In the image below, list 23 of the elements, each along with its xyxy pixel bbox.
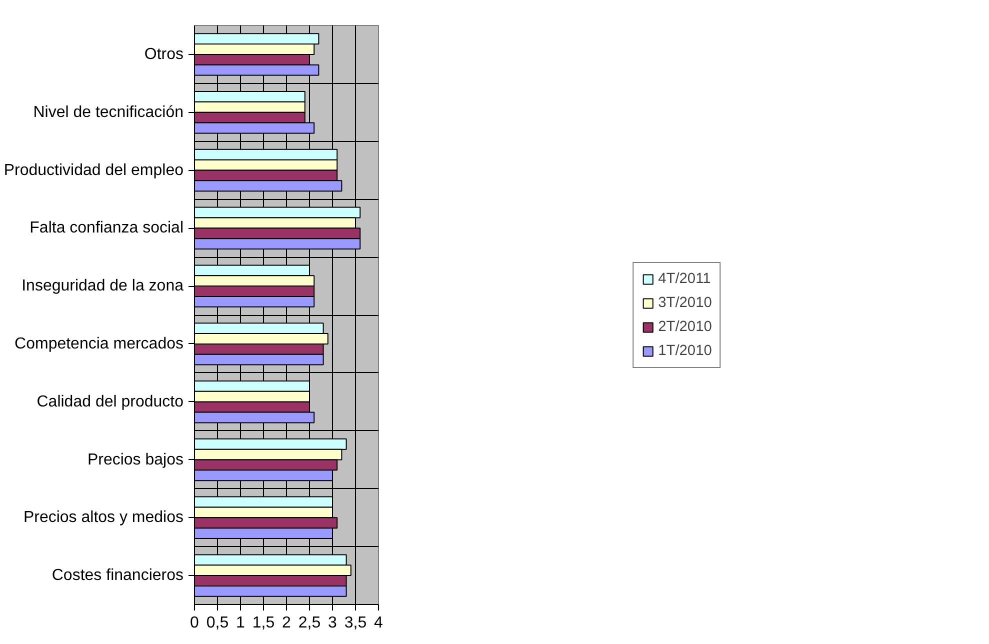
- y-tick-label: Calidad del producto: [36, 393, 184, 410]
- legend-label: 3T/2010: [658, 294, 712, 310]
- x-tick-label: 4: [374, 614, 384, 632]
- y-tick-label: Otros: [144, 46, 184, 63]
- legend-label: 4T/2011: [658, 270, 711, 286]
- x-tick-label: 0: [190, 614, 200, 632]
- y-tick-label: Precios bajos: [87, 451, 184, 468]
- x-tick-label: 0,5: [206, 614, 229, 632]
- x-tick-label: 1: [236, 614, 246, 632]
- x-tick-label: 1,5: [252, 614, 275, 632]
- y-tick-label: Costes financieros: [52, 567, 184, 584]
- x-tick-label: 2,5: [298, 614, 321, 632]
- y-tick-label: Precios altos y medios: [23, 509, 184, 526]
- x-tick-label: 2: [282, 614, 292, 632]
- legend-label: 2T/2010: [658, 318, 712, 334]
- y-tick-label: Inseguridad de la zona: [22, 278, 184, 295]
- y-tick-label: Productividad del empleo: [4, 162, 184, 179]
- y-tick-label: Nivel de tecnificación: [33, 104, 184, 121]
- legend-label: 1T/2010: [658, 342, 712, 358]
- x-tick-label: 3: [328, 614, 338, 632]
- x-tick-label: 3,5: [344, 614, 367, 632]
- y-tick-label: Falta confianza social: [30, 220, 184, 237]
- y-tick-label: Competencia mercados: [14, 335, 184, 352]
